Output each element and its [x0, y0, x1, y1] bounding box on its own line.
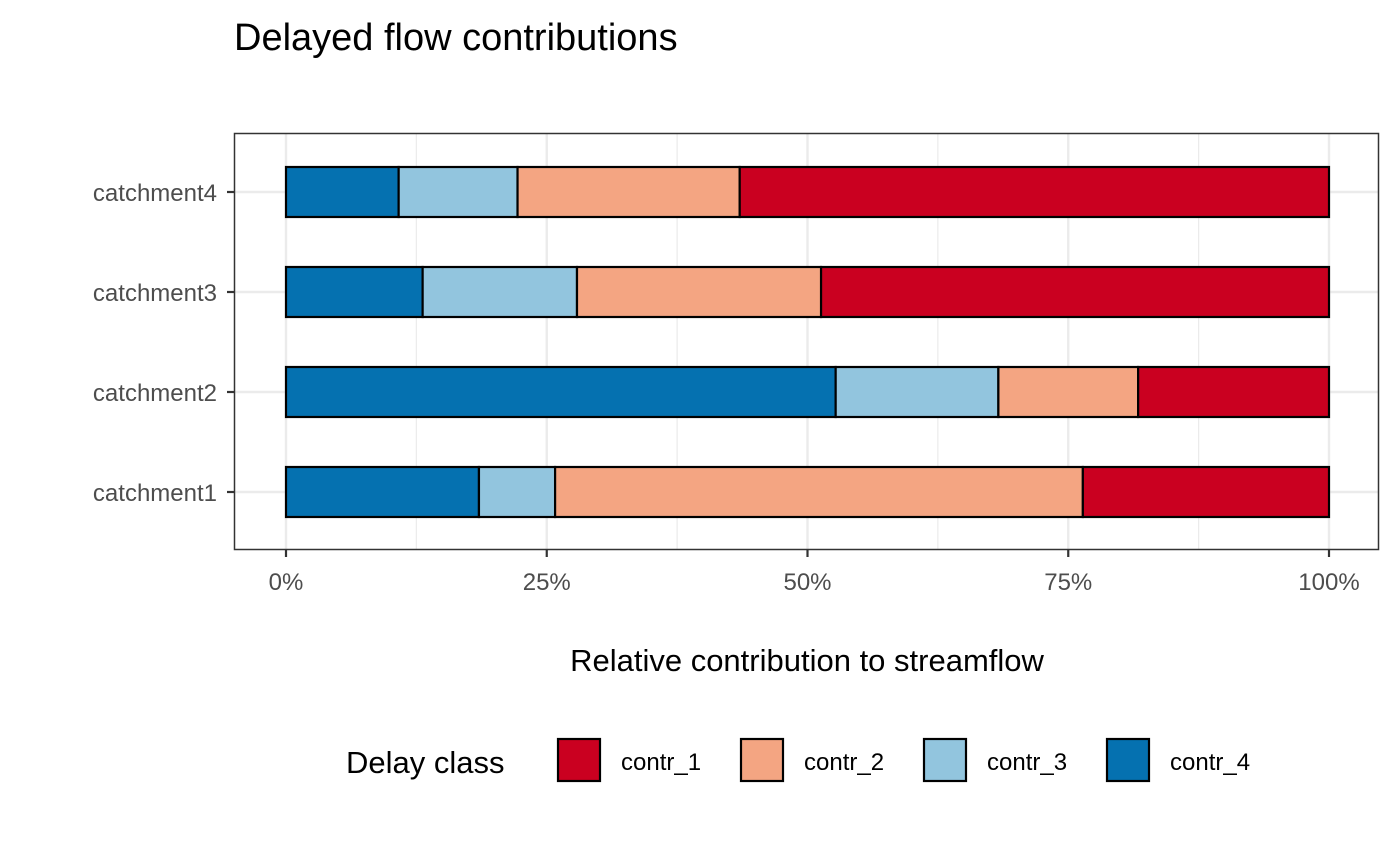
legend-title: Delay class — [346, 745, 505, 780]
y-tick-label: catchment3 — [93, 280, 217, 307]
x-tick-label: 100% — [1298, 569, 1359, 596]
legend-key-contr_3 — [922, 737, 968, 783]
legend-key-contr_4 — [1105, 737, 1151, 783]
legend: Delay class contr_1 contr_2 contr_3 contr_4 — [346, 737, 1250, 783]
y-axis: catchment1 catchment2 catchment3 catchment4 — [93, 180, 235, 507]
legend-label-contr_4: contr_4 — [1170, 749, 1250, 776]
x-tick-label: 75% — [1044, 569, 1092, 596]
bar-segment-contr_4-catchment3 — [284, 265, 424, 319]
bar-segment-contr_1-catchment4 — [738, 165, 1331, 219]
x-tick-label: 0% — [269, 569, 304, 596]
bar-segment-contr_3-catchment1 — [477, 465, 557, 519]
legend-label-contr_3: contr_3 — [987, 749, 1067, 776]
bar-segment-contr_2-catchment2 — [997, 365, 1140, 419]
bar-segment-contr_4-catchment2 — [284, 365, 837, 419]
bars — [284, 165, 1331, 519]
bar-segment-contr_2-catchment1 — [553, 465, 1084, 519]
legend-label-contr_1: contr_1 — [621, 749, 701, 776]
bar-segment-contr_4-catchment4 — [284, 165, 400, 219]
bar-segment-contr_3-catchment2 — [834, 365, 1000, 419]
x-axis-title: Relative contribution to streamflow — [570, 643, 1044, 678]
bar-segment-contr_1-catchment2 — [1137, 365, 1331, 419]
x-tick-label: 25% — [523, 569, 571, 596]
legend-key-contr_1 — [556, 737, 602, 783]
bar-segment-contr_3-catchment3 — [421, 265, 579, 319]
bar-segment-contr_2-catchment3 — [575, 265, 823, 319]
x-tick-label: 50% — [783, 569, 831, 596]
bar-segment-contr_4-catchment1 — [284, 465, 481, 519]
x-axis: 0% 25% 50% 75% 100% — [269, 549, 1360, 596]
y-tick-label: catchment2 — [93, 380, 217, 407]
bar-segment-contr_1-catchment3 — [819, 265, 1331, 319]
legend-label-contr_2: contr_2 — [804, 749, 884, 776]
chart-title: Delayed flow contributions — [234, 17, 678, 59]
bar-segment-contr_2-catchment4 — [516, 165, 741, 219]
y-tick-label: catchment4 — [93, 180, 217, 207]
y-tick-label: catchment1 — [93, 480, 217, 507]
legend-key-contr_2 — [739, 737, 785, 783]
bar-segment-contr_3-catchment4 — [397, 165, 519, 219]
bar-segment-contr_1-catchment1 — [1081, 465, 1331, 519]
